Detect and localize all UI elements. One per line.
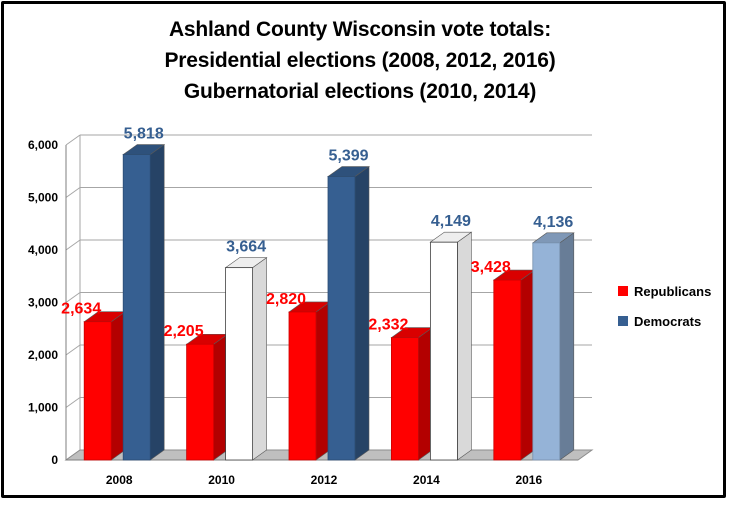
data-label-democrats-2012: 5,399: [328, 148, 368, 165]
side-gridline: [65, 187, 81, 198]
data-label-republicans-2016: 3,428: [471, 259, 511, 276]
legend-item-republicans: Republicans: [618, 281, 711, 301]
bar-democrats-2008-side: [149, 143, 165, 461]
x-tick-label-2014: 2014: [413, 473, 440, 487]
y-tick-label: 4,000: [28, 243, 58, 257]
bar-democrats-2012-side: [354, 165, 370, 461]
y-tick-label: 2,000: [28, 348, 58, 362]
x-tick-label-2012: 2012: [311, 473, 338, 487]
bar-republicans-2014: [390, 337, 419, 461]
data-label-democrats-2008: 5,818: [124, 126, 164, 143]
data-label-republicans-2012: 2,820: [266, 291, 306, 308]
chart-title-line-3: Gubernatorial elections (2010, 2014): [183, 80, 537, 103]
data-label-republicans-2014: 2,332: [368, 317, 408, 334]
bar-democrats-2010: [225, 267, 254, 461]
side-gridline: [65, 344, 81, 356]
y-tick-label: 1,000: [28, 401, 58, 415]
bar-democrats-2012: [327, 176, 356, 461]
bar-republicans-2008: [83, 321, 112, 461]
chart-title-line-1: Ashland County Wisconsin vote totals:: [168, 18, 552, 41]
x-tick-label-2010: 2010: [208, 473, 235, 487]
bar-democrats-2014: [429, 241, 458, 461]
y-tick-label: 3,000: [28, 296, 58, 310]
chart-title-line-2: Presidential elections (2008, 2012, 2016…: [164, 49, 556, 72]
bar-democrats-2014-side: [457, 231, 472, 461]
side-gridline: [65, 397, 81, 408]
bar-democrats-2016-side: [559, 232, 575, 461]
data-label-democrats-2010: 3,664: [226, 239, 266, 256]
bar-democrats-2016: [532, 242, 561, 461]
y-tick-label: 6,000: [28, 138, 58, 152]
bar-republicans-2016: [493, 279, 522, 461]
bar-republicans-2012: [288, 311, 317, 461]
y-tick-label: 5,000: [28, 191, 58, 205]
data-label-democrats-2016: 4,136: [533, 214, 573, 231]
legend-swatch-democrats: [618, 316, 628, 326]
bar-democrats-2010-side: [252, 257, 267, 461]
chart-title: Ashland County Wisconsin vote totals: Pr…: [60, 14, 660, 107]
x-tick-label-2016: 2016: [515, 473, 542, 487]
y-tick-label: 0: [51, 453, 58, 467]
legend-item-democrats: Democrats: [618, 311, 711, 331]
side-gridline: [65, 239, 81, 251]
data-label-democrats-2014: 4,149: [431, 213, 471, 230]
legend: Republicans Democrats: [618, 281, 711, 341]
bar-republicans-2010: [186, 343, 215, 461]
data-label-republicans-2010: 2,205: [164, 323, 204, 340]
side-gridline: [65, 134, 81, 146]
legend-label-republicans: Republicans: [634, 283, 712, 299]
x-tick-label-2008: 2008: [106, 473, 133, 487]
legend-swatch-republicans: [618, 286, 628, 296]
legend-label-democrats: Democrats: [634, 313, 702, 329]
bar-democrats-2008: [122, 154, 151, 461]
side-gridline: [65, 292, 81, 303]
data-label-republicans-2008: 2,634: [61, 301, 101, 318]
